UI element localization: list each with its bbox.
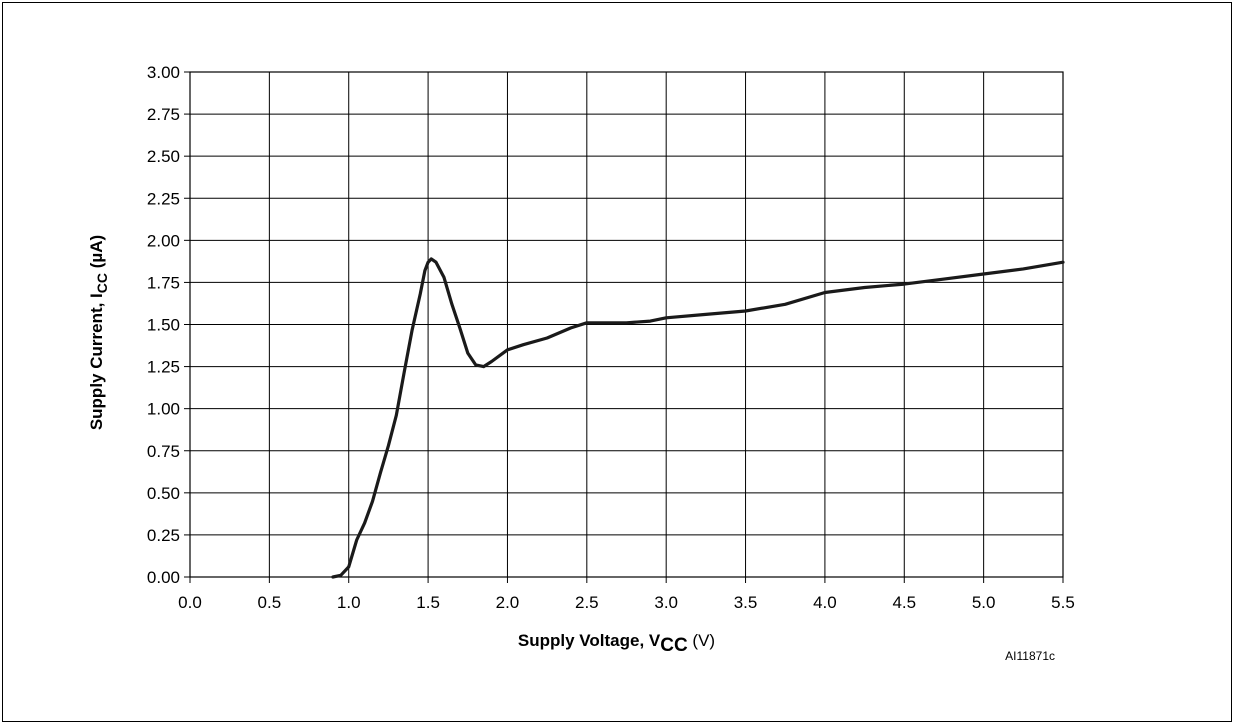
y-tick-label: 0.75	[147, 442, 180, 461]
x-tick-label: 1.5	[416, 593, 440, 612]
x-tick-label: 4.5	[892, 593, 916, 612]
y-axis-title-main: Supply Current, I	[87, 293, 106, 430]
y-tick-label: 2.50	[147, 147, 180, 166]
y-axis-title-sub: CC	[94, 273, 110, 293]
y-tick-label: 2.00	[147, 231, 180, 250]
y-tick-label: 1.75	[147, 273, 180, 292]
y-tick-label: 2.75	[147, 105, 180, 124]
y-tick-label: 2.25	[147, 189, 180, 208]
y-tick-label: 1.25	[147, 358, 180, 377]
x-tick-label: 0.5	[258, 593, 282, 612]
x-tick-label: 3.5	[734, 593, 758, 612]
x-axis-title-unit: (V)	[688, 631, 715, 650]
x-tick-label: 0.0	[178, 593, 202, 612]
y-tick-label: 0.25	[147, 526, 180, 545]
x-tick-label: 4.0	[813, 593, 837, 612]
y-tick-label: 3.00	[147, 63, 180, 82]
x-tick-label: 2.5	[575, 593, 599, 612]
x-axis-title-sub: CC	[660, 635, 688, 656]
x-tick-label: 5.0	[972, 593, 996, 612]
supply-current-series-line	[331, 257, 1065, 579]
series-layer	[331, 257, 1065, 579]
y-tick-label: 0.50	[147, 484, 180, 503]
y-tick-label: 1.50	[147, 316, 180, 335]
x-axis-title: Supply Voltage, VCC (V)	[518, 631, 715, 656]
grid	[189, 71, 1064, 578]
x-tick-label: 2.0	[496, 593, 520, 612]
x-tick-label: 3.0	[654, 593, 678, 612]
x-tick-label: 5.5	[1051, 593, 1075, 612]
y-axis-title-unit: (µA)	[87, 235, 106, 273]
y-tick-label: 1.00	[147, 400, 180, 419]
y-axis-title: Supply Current, ICC (µA)	[87, 235, 110, 430]
y-tick-label: 0.00	[147, 568, 180, 587]
x-tick-label: 1.0	[337, 593, 361, 612]
axis-ticks: 0.0 0.5 1.0 1.5 2.0 2.5 3.0 3.5 4.0 4.5 5.0 5.5 0.00…	[147, 63, 1075, 612]
figure-code-label: AI11871c	[1005, 649, 1055, 663]
x-axis-title-main: Supply Voltage, V	[518, 631, 661, 650]
